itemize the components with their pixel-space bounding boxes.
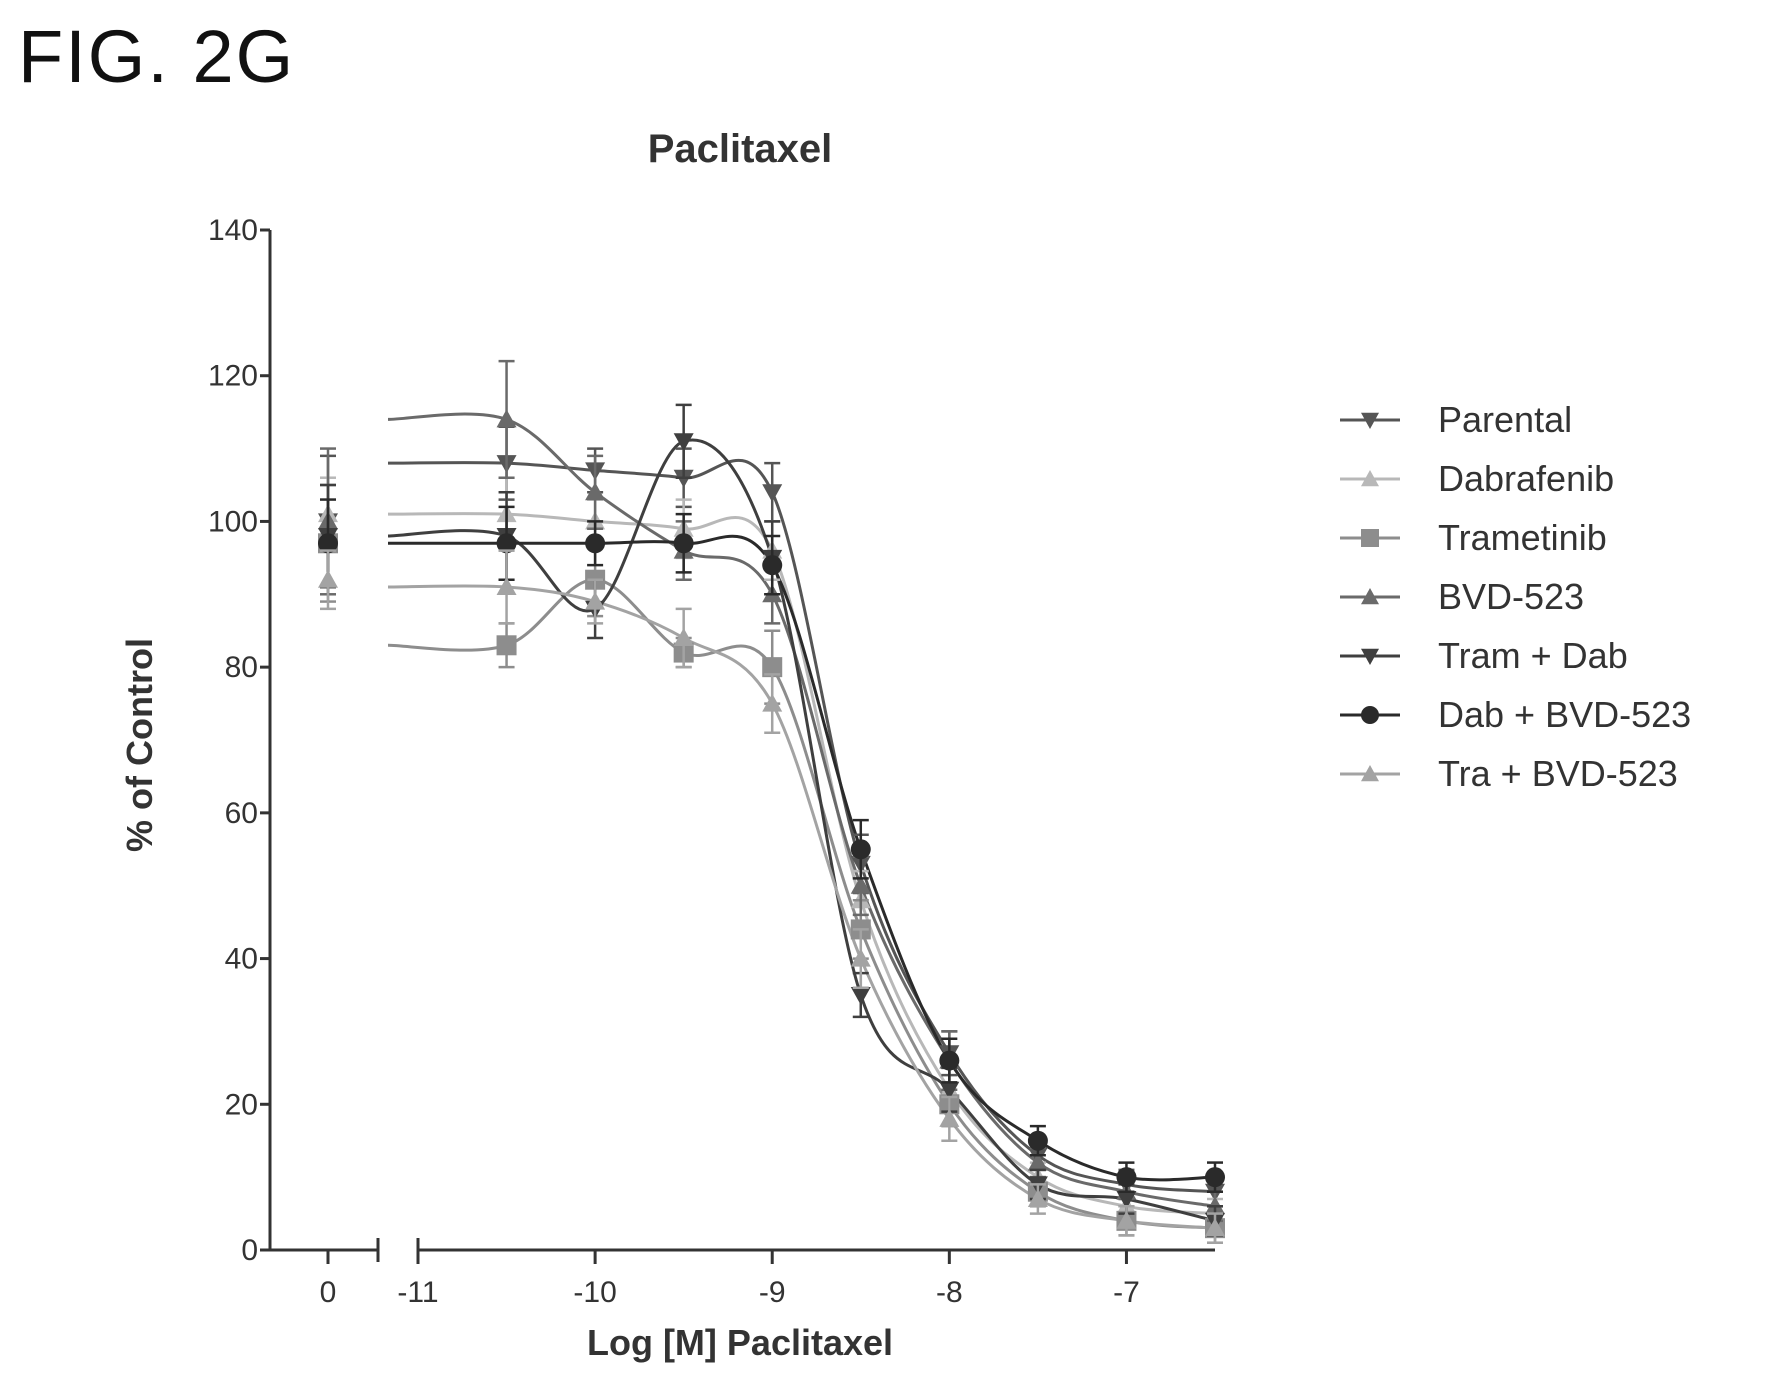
data-point-triangle xyxy=(1361,765,1379,782)
legend-entry-label: BVD-523 xyxy=(1438,576,1584,617)
data-point-triangle xyxy=(939,1081,960,1100)
data-point-triangle xyxy=(673,628,694,646)
legend-entry-label: Dabrafenib xyxy=(1438,458,1614,499)
legend-entry-label: Parental xyxy=(1438,399,1572,440)
data-point-circle xyxy=(850,839,871,860)
data-point-circle xyxy=(1361,706,1379,724)
data-point-triangle xyxy=(850,875,871,894)
fit-curve xyxy=(387,512,1216,1216)
y-tick-label: 120 xyxy=(208,360,258,393)
data-points xyxy=(318,359,1225,1244)
data-point-triangle xyxy=(1116,1210,1137,1229)
data-point-circle xyxy=(1027,1130,1048,1151)
data-point-triangle xyxy=(673,433,694,452)
y-axis-title: % of Control xyxy=(119,638,160,852)
x-tick-label: -11 xyxy=(397,1276,438,1309)
data-point-circle xyxy=(318,533,338,554)
y-tick-label: 140 xyxy=(208,214,258,247)
data-point-circle xyxy=(762,555,783,576)
legend-entry-label: Trametinib xyxy=(1438,517,1607,558)
y-tick-label: 100 xyxy=(208,505,258,538)
fit-curve xyxy=(387,412,1216,1208)
data-point-circle xyxy=(496,533,517,554)
data-point-circle xyxy=(1205,1167,1225,1188)
legend: Parental Dabrafenib Trametinib BVD-523 Tram … xyxy=(1340,399,1691,794)
data-point-triangle xyxy=(318,569,338,588)
data-point-triangle xyxy=(585,591,606,610)
y-tick-label: 60 xyxy=(225,797,258,830)
data-point-triangle xyxy=(850,948,871,967)
x-tick-label: -9 xyxy=(759,1276,786,1309)
legend-entry-label: Dab + BVD-523 xyxy=(1438,694,1691,735)
x-tick-label: 0 xyxy=(320,1276,337,1309)
y-tick-label: 0 xyxy=(241,1234,258,1267)
data-point-triangle xyxy=(1361,648,1379,665)
data-point-triangle xyxy=(496,409,517,428)
data-point-triangle xyxy=(1361,588,1379,605)
data-point-triangle xyxy=(762,693,783,712)
fit-curve xyxy=(387,438,1216,1223)
data-point-square xyxy=(762,657,783,678)
data-point-square xyxy=(1361,529,1379,547)
data-point-triangle xyxy=(1027,1189,1048,1207)
y-tick-label: 20 xyxy=(225,1088,258,1121)
x-axis-title: Log [M] Paclitaxel xyxy=(587,1322,893,1363)
data-point-triangle xyxy=(496,577,517,595)
chart-title: Paclitaxel xyxy=(648,127,833,171)
data-point-triangle xyxy=(1361,470,1379,487)
y-tick-label: 40 xyxy=(225,943,258,976)
data-point-triangle xyxy=(1361,412,1379,429)
data-point-square xyxy=(496,635,517,656)
fit-curve xyxy=(387,578,1216,1230)
legend-entry-label: Tram + Dab xyxy=(1438,635,1628,676)
axes: 0 20 40 60 80 100 120 140 0 -11 -10 -9 -8 -7 xyxy=(208,214,1215,1309)
legend-entry-label: Tra + BVD-523 xyxy=(1438,753,1678,794)
data-point-triangle xyxy=(1027,1152,1048,1171)
y-tick-label: 80 xyxy=(225,651,258,684)
x-tick-label: -10 xyxy=(573,1276,616,1309)
data-point-circle xyxy=(673,533,694,554)
fit-curve xyxy=(387,458,1216,1194)
data-point-triangle xyxy=(762,484,783,503)
figure-label: FIG. 2G xyxy=(18,15,296,98)
data-point-circle xyxy=(939,1050,960,1071)
fit-curve xyxy=(387,534,1216,1182)
fit-curve xyxy=(387,584,1216,1230)
data-point-triangle xyxy=(1205,1218,1225,1237)
data-point-triangle xyxy=(850,987,871,1005)
x-tick-label: -7 xyxy=(1113,1276,1140,1309)
data-point-triangle xyxy=(1116,1191,1137,1209)
data-point-circle xyxy=(1116,1167,1137,1188)
x-tick-label: -8 xyxy=(936,1276,963,1309)
data-point-circle xyxy=(585,533,606,554)
data-point-triangle xyxy=(939,1108,960,1127)
data-point-triangle xyxy=(585,482,606,501)
